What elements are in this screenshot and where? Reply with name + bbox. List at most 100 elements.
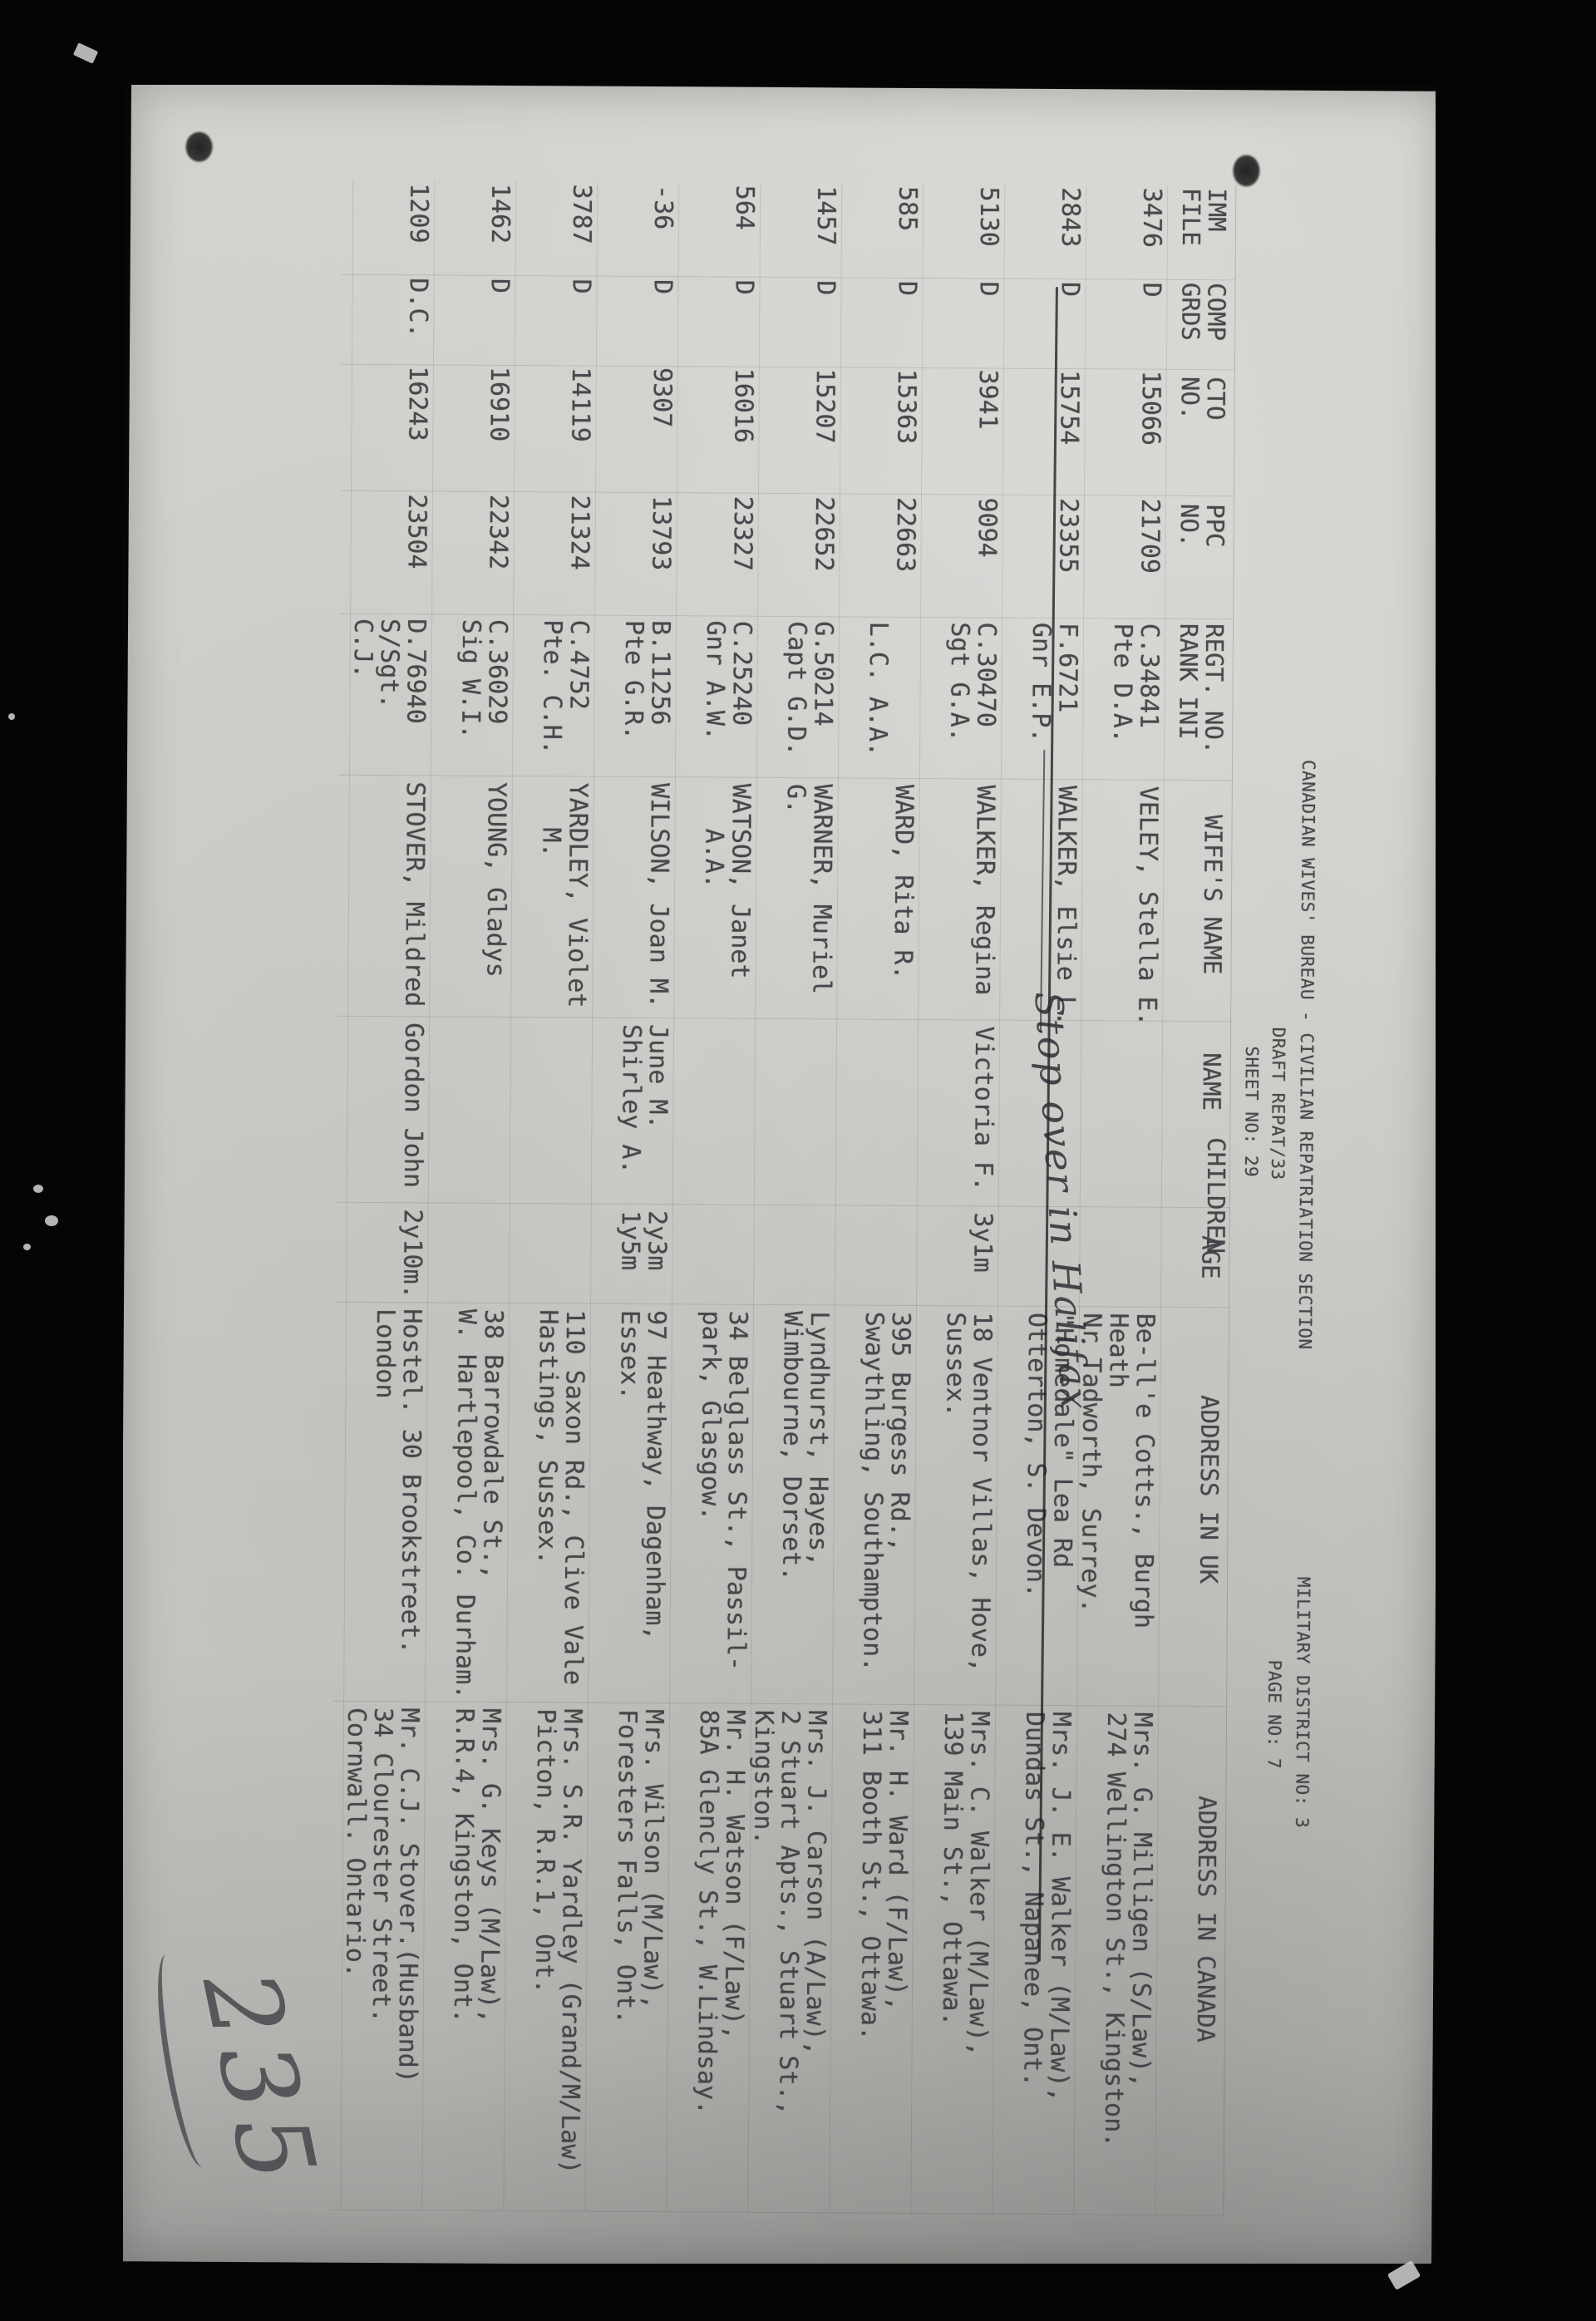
cell-canada-row5: Mrs. J. Carson (A/Law), 2 Stuart Apts., … (748, 1709, 832, 2116)
cell-age-row7: 2y3m 1y5m (615, 1210, 672, 1271)
column-header-cto: CTO NO. (1175, 376, 1230, 421)
cell-regt-row3: C.30470 Sgt G.A. (944, 622, 1002, 742)
cell-canada-row2: Mrs. J. E. Walker (M/Law), Dundas St., N… (1017, 1711, 1076, 2102)
cell-uk-row9: 38 Barrowdale St., W. Hartlepool, Co. Du… (450, 1308, 509, 1700)
punch-hole-mark (185, 131, 213, 162)
film-speck (8, 713, 15, 720)
cell-canada-row9: Mrs. G. Keys (M/Law), R.R.4, Kingston, O… (447, 1707, 506, 2024)
cell-ppc-row2: 23355 (1053, 497, 1083, 574)
cell-canada-row3: Mrs. C. Walker (M/Law), 139 Main St., Ot… (936, 1711, 995, 2057)
cell-cto-row6: 16016 (728, 367, 758, 444)
column-rule (341, 273, 1236, 281)
cell-cto-row8: 14119 (565, 367, 595, 442)
cell-imm-row10: 1209 (403, 183, 434, 244)
cell-ppc-row9: 22342 (483, 494, 514, 570)
cell-ppc-row1: 21709 (1135, 498, 1165, 574)
cell-wife-row5: WARNER, Muriel G. (781, 783, 837, 1010)
cell-ppc-row6: 23327 (727, 495, 757, 572)
column-header-canada: ADDRESS IN CANADA (1191, 1796, 1222, 2043)
cell-wife-row1: VELEY, Stella E. (1132, 786, 1163, 1027)
cell-ppc-row5: 22652 (809, 496, 839, 572)
cell-wife-row10: STOVER, Mildred (399, 781, 430, 1008)
cell-age-row3: 3y1m (968, 1212, 998, 1273)
cell-grds-row3: D (973, 281, 1003, 297)
film-border-left (0, 0, 123, 2321)
cell-uk-row7: 97 Heathway, Dagenham, Essex. (614, 1309, 672, 1641)
film-border-top (0, 0, 1596, 85)
cell-grds-row7: D (648, 278, 677, 295)
cell-cto-row7: 9307 (647, 367, 677, 428)
cell-regt-row5: G.50214 Capt G.D. (781, 620, 839, 756)
cell-canada-row4: Mr. H. Ward (F/Law), 311 Booth St., Otta… (855, 1710, 914, 2042)
cell-imm-row4: 585 (892, 185, 923, 232)
cell-cto-row4: 15363 (891, 368, 921, 445)
cell-name-row7: June M. Shirley A. (616, 1023, 673, 1175)
column-header-name: NAME (1197, 1052, 1226, 1111)
cell-grds-row9: D (485, 278, 515, 294)
cell-uk-row6: 34 Belglass St., Passil- park, Glasgow. (695, 1310, 753, 1672)
cell-canada-row6: Mr. H. Watson (F/Law), 85A Glencly St., … (692, 1709, 751, 2116)
cell-canada-row8: Mrs. S.R. Yardley (Grand/M/Law) Picton, … (529, 1708, 588, 2175)
cell-regt-row8: C.4752 Pte. C.H. (537, 619, 594, 755)
cell-wife-row3: WALKER, Regina (969, 785, 1000, 996)
cell-wife-row6: WATSON, Janet A.A. (699, 783, 756, 979)
cell-cto-row9: 16910 (484, 366, 514, 442)
military-district: MILITARY DISTRICT NO: 3 (1292, 1576, 1314, 1829)
cell-grds-row10: D.C. (403, 278, 433, 338)
punch-hole-mark (1233, 155, 1260, 187)
column-rule (340, 490, 1235, 497)
cell-uk-row10: Hostel. 30 Brookstreet. London (370, 1308, 427, 1669)
column-rule (329, 2209, 1224, 2216)
film-speck (33, 1185, 43, 1193)
cell-imm-row7: -36 (648, 185, 678, 230)
document-page: CANADIAN WIVES' BUREAU - CIVILIAN REPATR… (118, 83, 1445, 2269)
film-border-right (1436, 0, 1596, 2321)
column-header-imm: IMM FILE (1176, 187, 1232, 246)
cell-regt-row4: L.C. A.A. (863, 621, 920, 757)
cell-imm-row2: 2843 (1055, 186, 1086, 248)
cell-ppc-row3: 9094 (972, 497, 1002, 558)
cell-cto-row3: 3941 (973, 369, 1002, 430)
cell-ppc-row7: 13793 (646, 495, 676, 571)
cell-uk-row3: 18 Ventnor Villas, Hove, Sussex. (940, 1312, 998, 1673)
cell-wife-row8: YARDLEY, Violet M. (536, 782, 593, 1008)
cell-regt-row6: C.25240 Gnr A.W. (700, 620, 757, 742)
cell-cto-row5: 15207 (810, 368, 840, 444)
cell-uk-row8: 110 Saxon Rd., Clive Vale Hastings, Suss… (532, 1309, 590, 1686)
cell-imm-row8: 3787 (566, 184, 597, 244)
cell-grds-row1: D (1136, 282, 1166, 298)
cell-canada-row10: Mr. C.J. Stover.(Husband) 34 Clourester … (340, 1707, 425, 2083)
cell-imm-row3: 5130 (973, 186, 1004, 247)
cell-cto-row2: 15754 (1054, 369, 1084, 446)
document-title: CANADIAN WIVES' BUREAU - CIVILIAN REPATR… (1294, 759, 1319, 1350)
column-header-regt: REGT. NO. RANK INI (1174, 623, 1229, 755)
column-rule (340, 363, 1235, 371)
cell-grds-row4: D (892, 280, 922, 297)
cell-cto-row10: 16243 (402, 366, 432, 441)
cell-ppc-row4: 22663 (890, 496, 920, 573)
sheet-number-label: SHEET NO: 29 (1241, 1046, 1262, 1178)
cell-uk-row4: 395 Burgess Rd., Swaythling, Southampton… (857, 1311, 916, 1673)
cell-uk-row5: Lyndhurst, Hayes, Wimbourne, Dorset. (776, 1310, 835, 1582)
cell-wife-row4: WARD, Rita R. (888, 784, 919, 980)
column-rule (335, 1301, 1230, 1308)
draft-repat-label: DRAFT REPAT/33 (1267, 1027, 1289, 1180)
page-number-label: PAGE NO: 7 (1264, 1659, 1285, 1770)
cell-grds-row5: D (810, 280, 840, 296)
cell-grds-row8: D (566, 278, 596, 294)
cell-regt-row10: D.76940 S/Sgt. C.J. (347, 618, 431, 724)
cell-imm-row6: 564 (729, 185, 760, 231)
cell-imm-row1: 3476 (1136, 187, 1167, 249)
column-header-ppc: PPC NO. (1175, 503, 1229, 548)
film-speck (23, 1244, 31, 1250)
cell-wife-row9: YOUNG, Gladys (480, 781, 511, 978)
column-header-grds: COMP GRDS (1176, 282, 1231, 342)
cell-grds-row2: D (1055, 281, 1085, 298)
cell-ppc-row10: 23504 (401, 494, 432, 569)
cell-name-row3: Victoria F. (968, 1026, 999, 1192)
cell-wife-row7: WILSON, Joan M. (643, 782, 674, 1009)
strikethrough-line-2 (1039, 749, 1046, 1032)
film-speck (45, 1215, 58, 1226)
cell-cto-row1: 15066 (1135, 370, 1165, 446)
column-header-age: AGE (1196, 1235, 1225, 1279)
